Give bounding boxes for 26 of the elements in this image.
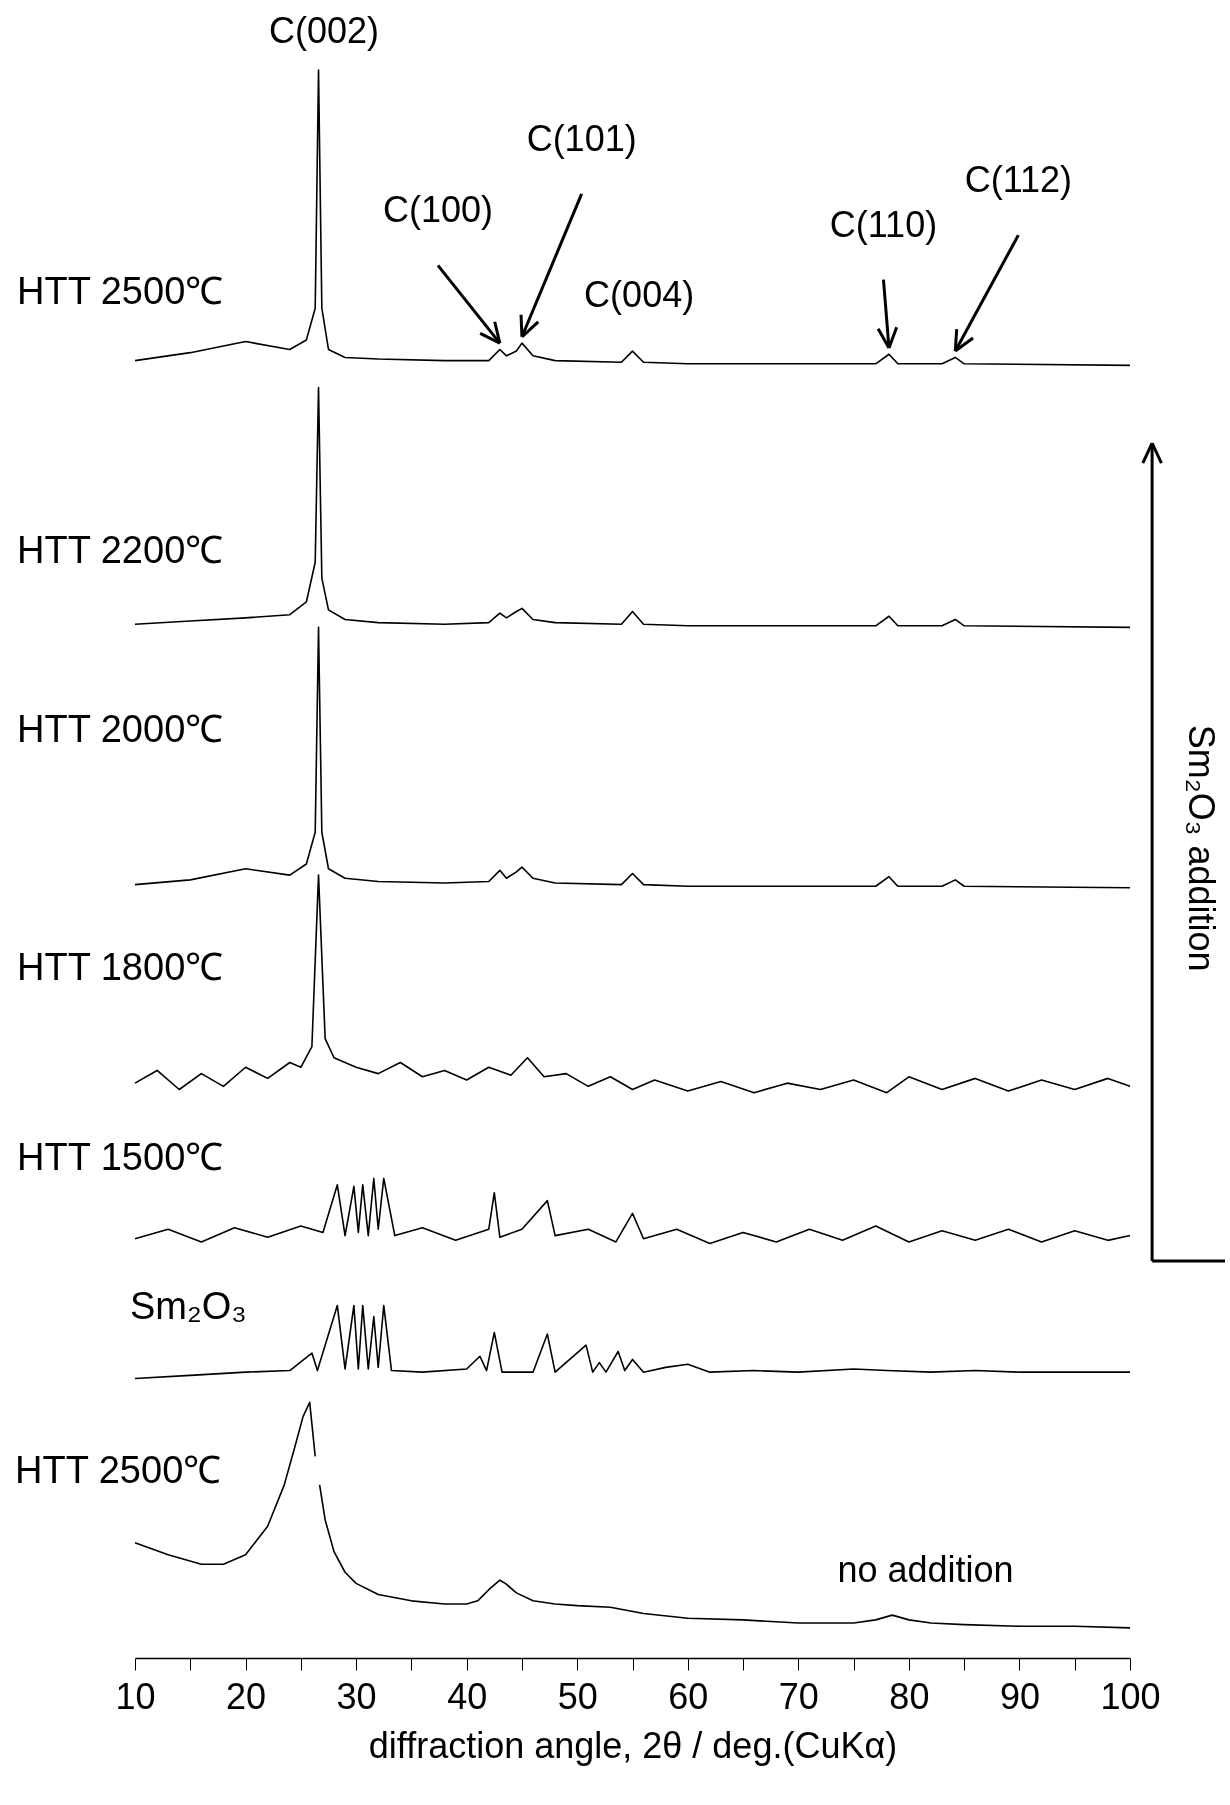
series-label: HTT 2200℃ <box>17 529 224 572</box>
text: HTT 2000℃ <box>17 707 224 750</box>
x-tick-label: 10 <box>115 1675 156 1717</box>
annotation: C(110) <box>829 203 938 245</box>
annotation: no addition <box>837 1548 1014 1590</box>
x-tick-label: 20 <box>226 1675 267 1717</box>
annotation: C(004) <box>584 273 695 315</box>
x-tick-label: 40 <box>447 1675 488 1717</box>
x-tick-label: 60 <box>668 1675 709 1717</box>
series-label: Sm₂O₃ <box>130 1284 247 1327</box>
x-tick-label: 70 <box>778 1675 819 1717</box>
x-tick-label: 30 <box>336 1675 377 1717</box>
x-tick-label: 100 <box>1100 1675 1161 1717</box>
annotation: C(002) <box>269 9 380 51</box>
annotation: C(100) <box>382 189 493 231</box>
x-tick-label: 50 <box>557 1675 598 1717</box>
series-label: HTT 2500℃ <box>15 1448 222 1491</box>
x-tick-label: 80 <box>889 1675 930 1717</box>
series-label: HTT 1500℃ <box>17 1135 224 1178</box>
x-axis-title: diffraction angle, 2θ / deg.(CuKα) <box>368 1724 898 1766</box>
annotation: C(112) <box>964 159 1073 201</box>
text: HTT 1800℃ <box>17 946 224 989</box>
text: Sm₂O₃ addition <box>1180 724 1222 972</box>
x-tick-label: 90 <box>999 1675 1040 1717</box>
series-label: HTT 2500℃ <box>17 269 224 312</box>
annotation: C(101) <box>526 117 637 159</box>
